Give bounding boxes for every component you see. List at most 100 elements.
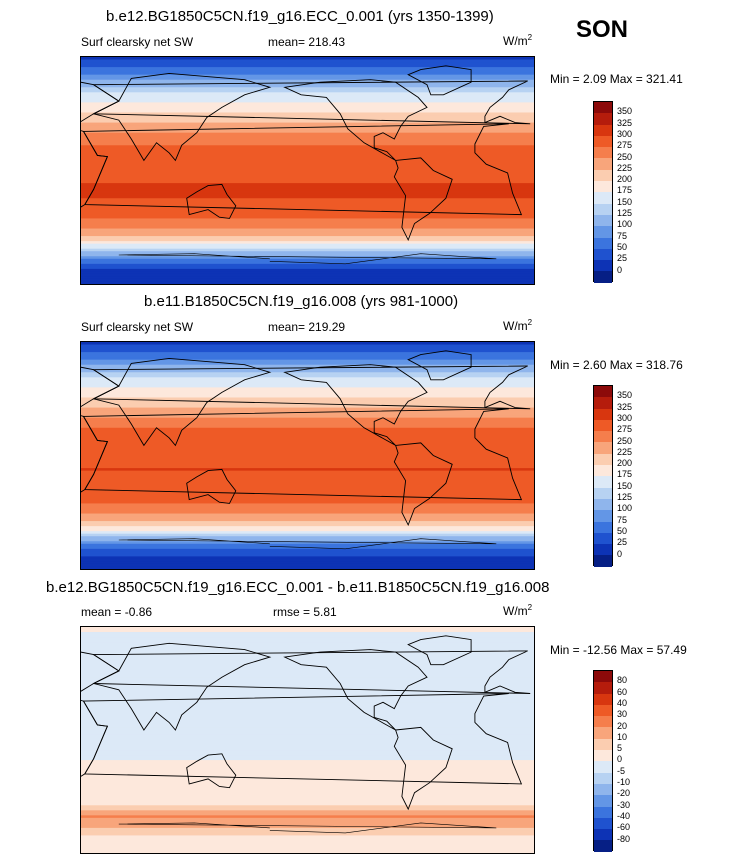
colorbar-segment — [594, 408, 612, 420]
zonal-band — [81, 357, 534, 361]
zonal-band — [81, 543, 534, 547]
panel-1-map — [80, 56, 535, 285]
zonal-band — [81, 727, 534, 731]
colorbar-tick-label: 60 — [617, 686, 628, 697]
zonal-band — [81, 64, 534, 68]
zonal-band — [81, 782, 534, 786]
zonal-band — [81, 470, 534, 474]
zonal-band — [81, 815, 534, 819]
zonal-band — [81, 251, 534, 255]
zonal-band — [81, 840, 534, 844]
colorbar-segment — [594, 102, 612, 114]
zonal-band — [81, 218, 534, 222]
panel-3-units-base: W/m — [503, 604, 528, 618]
coastline-antarctica-edge — [118, 538, 497, 550]
zonal-band — [81, 752, 534, 756]
zonal-band — [81, 745, 534, 749]
panel-1-title: b.e12.BG1850C5CN.f19_g16.ECC_0.001 (yrs … — [106, 8, 494, 25]
zonal-band — [81, 767, 534, 771]
zonal-band — [81, 69, 534, 73]
zonal-band — [81, 394, 534, 399]
colorbar-tick-label: -80 — [617, 833, 631, 844]
colorbar-segment — [594, 214, 612, 227]
panel-2-map — [80, 341, 535, 570]
zonal-band — [81, 790, 534, 794]
panel-1-mean: mean= 218.43 — [268, 35, 346, 49]
colorbar-segment — [594, 442, 612, 454]
zonal-band — [81, 664, 534, 668]
zonal-band — [81, 802, 534, 806]
colorbar-box — [593, 385, 613, 567]
panel-1-units-base: W/m — [503, 34, 528, 48]
zonal-band — [81, 248, 534, 252]
zonal-band — [81, 185, 534, 189]
zonal-band — [81, 278, 534, 283]
colorbar-segment — [594, 693, 612, 705]
colorbar-tick-label: 275 — [617, 424, 633, 435]
colorbar-tick-label: 150 — [617, 196, 633, 207]
zonal-band — [81, 241, 534, 245]
colorbar-tick-label: 0 — [617, 548, 623, 559]
zonal-band — [81, 674, 534, 678]
zonal-band — [81, 188, 534, 192]
zonal-band — [81, 135, 534, 139]
coastline-s-america — [393, 726, 453, 811]
zonal-band — [81, 160, 534, 164]
zonal-band — [81, 389, 534, 394]
zonal-band — [81, 822, 534, 826]
colorbar-segment — [594, 397, 612, 409]
zonal-band — [81, 538, 534, 542]
zonal-band — [81, 654, 534, 658]
zonal-band — [81, 233, 534, 237]
colorbar-segment — [594, 840, 612, 852]
coastline-asia — [92, 72, 272, 162]
zonal-band — [81, 382, 534, 386]
colorbar-tick-label: -5 — [617, 765, 626, 776]
colorbar-tick-label: 125 — [617, 492, 633, 502]
colorbar-segment — [594, 135, 612, 148]
colorbar-segment — [594, 113, 612, 125]
coastline-n-america — [283, 364, 428, 446]
colorbar-segment — [594, 124, 612, 136]
zonal-band — [81, 228, 534, 232]
zonal-band — [81, 722, 534, 726]
colorbar-tick-label: 200 — [617, 174, 633, 185]
zonal-band — [81, 812, 534, 816]
coastline-asia — [92, 357, 272, 447]
zonal-band — [81, 173, 534, 177]
zonal-band — [81, 246, 534, 250]
zonal-band — [81, 198, 534, 202]
zonal-band — [81, 417, 534, 421]
colorbar-segment — [594, 465, 612, 477]
zonal-band — [81, 430, 534, 434]
colorbar-segment — [594, 806, 612, 818]
zonal-band — [81, 478, 534, 482]
panel-2-title: b.e11.B1850C5CN.f19_g16.008 (yrs 981-100… — [144, 293, 459, 310]
zonal-band — [81, 266, 534, 270]
zonal-band — [81, 842, 534, 847]
zonal-band — [81, 521, 534, 525]
zonal-band — [81, 627, 534, 631]
panel-2-units-sup: 2 — [527, 318, 533, 327]
zonal-band — [81, 541, 534, 545]
zonal-band — [81, 374, 534, 378]
zonal-band — [81, 132, 534, 136]
zonal-band — [81, 104, 534, 109]
zonal-band — [81, 800, 534, 804]
zonal-band — [81, 832, 534, 837]
zonal-band — [81, 724, 534, 729]
zonal-band — [81, 553, 534, 557]
zonal-band — [81, 165, 534, 169]
zonal-band — [81, 647, 534, 651]
colorbar-tick-label: 75 — [617, 514, 628, 525]
zonal-band — [81, 463, 534, 467]
zonal-band — [81, 450, 534, 454]
colorbar-segment — [594, 237, 612, 249]
zonal-band — [81, 62, 534, 66]
zonal-band — [81, 551, 534, 555]
colorbar-tick-label: 250 — [617, 435, 633, 446]
zonal-band — [81, 830, 534, 834]
zonal-band — [81, 513, 534, 517]
panel-1-units: W/m2 — [503, 33, 532, 48]
colorbar-tick-label: 225 — [617, 446, 633, 457]
